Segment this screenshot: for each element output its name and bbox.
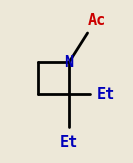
Text: N: N bbox=[65, 55, 74, 70]
Text: Et: Et bbox=[60, 135, 78, 150]
Text: Ac: Ac bbox=[88, 13, 106, 28]
Text: Et: Et bbox=[97, 87, 115, 102]
